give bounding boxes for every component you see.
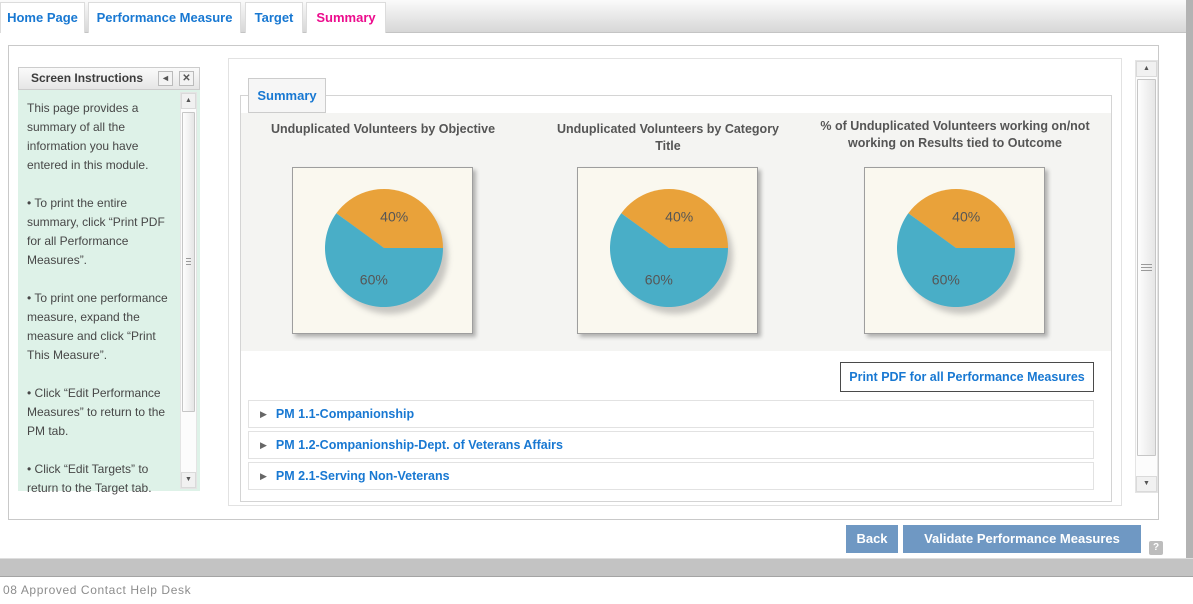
scrollbar-grip-icon [1141, 263, 1152, 272]
expand-arrow-icon[interactable]: ▶ [260, 439, 267, 450]
print-pdf-all-button[interactable]: Print PDF for all Performance Measures [840, 362, 1094, 392]
measure-label: PM 1.1-Companionship [275, 407, 415, 421]
footer-status-text: 08 Approved Contact Help Desk [3, 583, 192, 597]
chart-title-outcome: % of Unduplicated Volunteers working on/… [820, 119, 1090, 150]
svg-text:60%: 60% [645, 271, 673, 287]
collapse-arrow-icon[interactable]: ◄ [158, 71, 173, 86]
tab-performance-measure[interactable]: Performance Measure [88, 2, 241, 33]
pie-svg: 40% 60% [610, 189, 733, 314]
pie-svg: 40% 60% [325, 189, 448, 314]
pie-outcome: 40% 60% [865, 168, 1044, 338]
pie-chart-outcome: 40% 60% [864, 167, 1045, 334]
screen-instructions-title: Screen Instructions [31, 71, 144, 85]
inner-tab-summary[interactable]: Summary [248, 78, 326, 113]
help-icon[interactable]: ? [1149, 541, 1163, 555]
main-scrollbar[interactable]: ▲ ▼ [1135, 60, 1158, 493]
svg-text:40%: 40% [665, 209, 693, 225]
measure-row-pm-2-1[interactable]: ▶ PM 2.1-Serving Non-Veterans [248, 462, 1094, 490]
expand-arrow-icon[interactable]: ▶ [260, 470, 267, 481]
instruction-paragraph: • To print the entire summary, click “Pr… [27, 196, 165, 267]
svg-text:60%: 60% [932, 271, 960, 287]
pie-objective: 40% 60% [293, 168, 472, 338]
chart-title-category: Unduplicated Volunteers by Category Titl… [556, 122, 780, 153]
back-button[interactable]: Back [846, 525, 898, 553]
scroll-up-icon[interactable]: ▲ [1136, 61, 1157, 77]
svg-text:60%: 60% [360, 271, 388, 287]
top-tab-strip: Home Page Performance Measure Target Sum… [0, 0, 1186, 33]
scroll-up-icon[interactable]: ▲ [181, 93, 196, 109]
tab-summary[interactable]: Summary [306, 2, 386, 33]
svg-text:40%: 40% [952, 209, 980, 225]
scrollbar-grip-icon [186, 258, 191, 266]
pie-category: 40% 60% [578, 168, 757, 338]
scrollbar-thumb[interactable] [182, 112, 195, 412]
measure-row-pm-1-1[interactable]: ▶ PM 1.1-Companionship [248, 400, 1094, 428]
tab-home-page[interactable]: Home Page [0, 2, 85, 33]
chart-title-objective: Unduplicated Volunteers by Objective [270, 122, 496, 136]
measure-label: PM 2.1-Serving Non-Veterans [275, 469, 450, 483]
instruction-paragraph: • Click “Edit Performance Measures” to r… [27, 386, 166, 438]
instruction-paragraph: This page provides a summary of all the … [27, 101, 149, 172]
instructions-scrollbar[interactable]: ▲ ▼ [180, 92, 197, 489]
bottom-gray-bar [0, 558, 1193, 577]
expand-arrow-icon[interactable]: ▶ [260, 408, 267, 419]
measure-row-pm-1-2[interactable]: ▶ PM 1.2-Companionship-Dept. of Veterans… [248, 431, 1094, 459]
pie-chart-category: 40% 60% [577, 167, 758, 334]
svg-text:40%: 40% [380, 209, 408, 225]
browser-scrollbar[interactable] [1186, 0, 1193, 558]
tab-target[interactable]: Target [245, 2, 303, 33]
screen-instructions-header: Screen Instructions ◄ ✕ [18, 67, 200, 90]
instruction-paragraph: • To print one performance measure, expa… [27, 291, 168, 362]
scroll-down-icon[interactable]: ▼ [181, 472, 196, 488]
pie-svg: 40% 60% [897, 189, 1020, 314]
close-icon[interactable]: ✕ [179, 71, 194, 86]
validate-performance-measures-button[interactable]: Validate Performance Measures [903, 525, 1141, 553]
screen-instructions-body: This page provides a summary of all the … [18, 90, 200, 495]
instruction-paragraph: • Click “Edit Targets” to return to the … [27, 462, 152, 495]
measure-label: PM 1.2-Companionship-Dept. of Veterans A… [275, 438, 564, 452]
pie-chart-objective: 40% 60% [292, 167, 473, 334]
scroll-down-icon[interactable]: ▼ [1136, 476, 1157, 492]
scrollbar-thumb[interactable] [1137, 79, 1156, 456]
